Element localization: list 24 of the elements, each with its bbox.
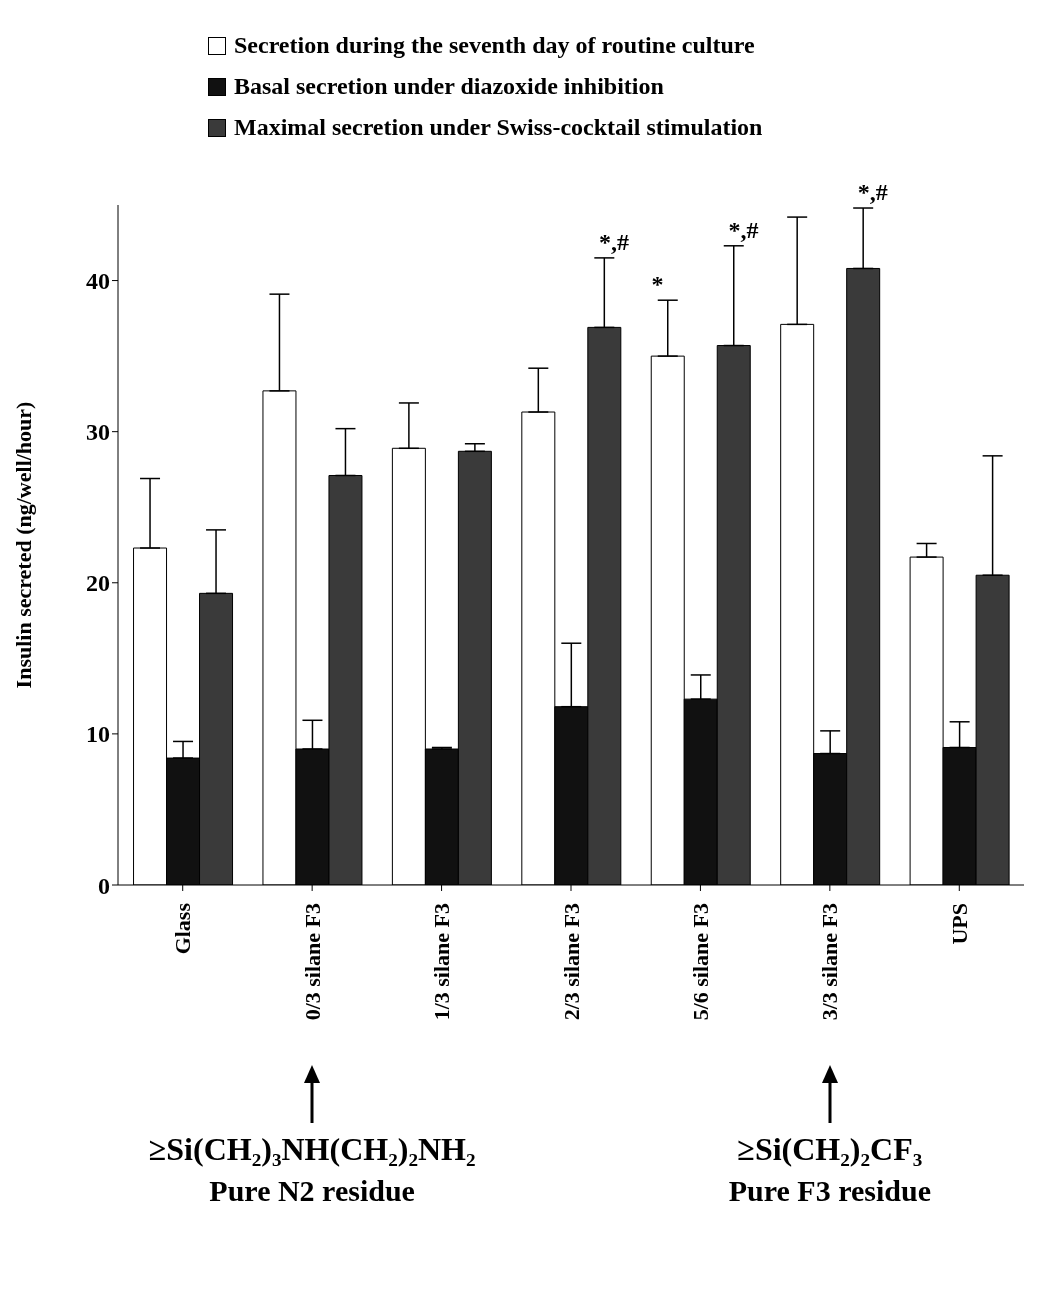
- annotation: *,#: [599, 228, 629, 255]
- x-tick-label: UPS: [946, 903, 972, 945]
- y-tick-label: 0: [98, 872, 110, 899]
- x-tick-label: 5/6 silane F3: [687, 903, 713, 1021]
- legend-label: Basal secretion under diazoxide inhibition: [234, 73, 664, 100]
- x-tick-label: 0/3 silane F3: [299, 903, 325, 1021]
- y-axis-title: Insulin secreted (ng/well/hour): [10, 401, 36, 689]
- annotation: *,#: [857, 179, 888, 206]
- text: Pure F3 residue: [727, 1174, 932, 1208]
- annotation: *,#: [728, 216, 759, 243]
- legend-label: Maximal secretion under Swiss-cocktail stimulation: [234, 114, 763, 141]
- x-tick-label: Glass: [170, 902, 196, 955]
- text: ≥Si(CH₂)₃NH(CH₂)₂NH₂: [147, 1131, 477, 1168]
- x-tick-label: 3/3 silane F3: [817, 903, 843, 1021]
- y-tick-label: 20: [86, 570, 110, 597]
- y-tick-label: 30: [86, 419, 110, 446]
- text: Pure N2 residue: [208, 1174, 416, 1208]
- x-tick-label: 1/3 silane F3: [429, 903, 455, 1021]
- y-tick-label: 40: [86, 268, 110, 295]
- legend-label: Secretion during the seventh day of routine culture: [234, 32, 755, 59]
- annotation: *: [651, 271, 664, 298]
- text: ≥Si(CH₂)₂CF₃: [736, 1131, 924, 1168]
- y-tick-label: 10: [86, 721, 110, 748]
- x-tick-label: 2/3 silane F3: [558, 903, 584, 1021]
